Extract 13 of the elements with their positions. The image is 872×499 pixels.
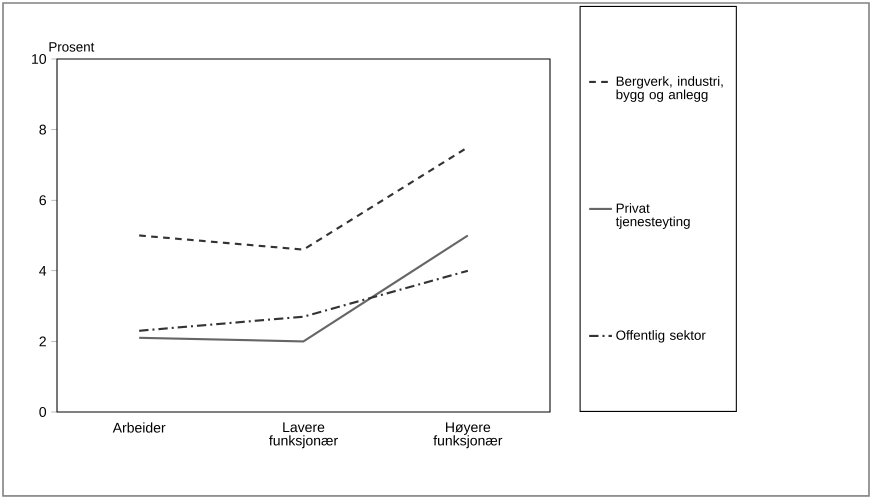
legend-label: Offentlig sektor <box>616 330 706 343</box>
y-tick-label: 2 <box>40 336 46 346</box>
x-tick-label: Arbeider <box>112 422 166 433</box>
y-tick-label: 0 <box>39 407 46 417</box>
legend-label: Privat tjenesteyting <box>616 203 690 229</box>
x-tick-label: Lavere funksjonær <box>269 422 338 448</box>
y-tick-label: 8 <box>39 124 46 135</box>
y-tick-label: 4 <box>39 266 46 276</box>
x-tick-label: Høyere funksjonær <box>433 422 502 448</box>
y-tick-label: 6 <box>40 195 46 206</box>
legend-label: Bergverk, industri, bygg og anlegg <box>616 76 723 102</box>
y-tick-label: 10 <box>32 54 46 64</box>
y-axis-title: Prosent <box>49 42 94 52</box>
